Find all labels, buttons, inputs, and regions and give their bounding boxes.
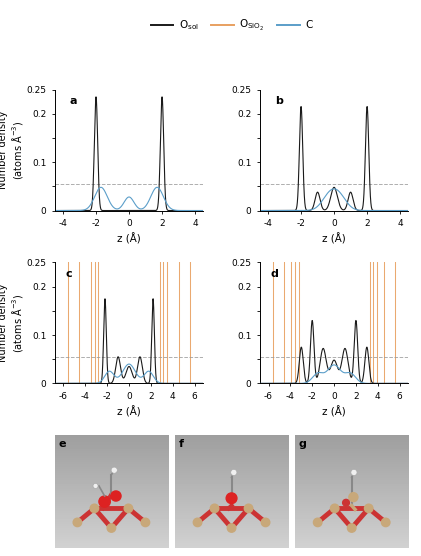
X-axis label: z (Å): z (Å) [322, 234, 346, 245]
Circle shape [381, 518, 390, 527]
Text: g: g [298, 439, 306, 449]
Circle shape [73, 518, 82, 527]
Circle shape [111, 491, 121, 501]
Y-axis label: Number density
(atoms Å$^{-3}$): Number density (atoms Å$^{-3}$) [0, 284, 25, 362]
X-axis label: z (Å): z (Å) [322, 406, 346, 418]
Circle shape [314, 518, 322, 527]
Circle shape [210, 504, 219, 513]
X-axis label: z (Å): z (Å) [117, 406, 141, 418]
Circle shape [227, 524, 236, 532]
Circle shape [330, 504, 339, 513]
Circle shape [226, 493, 237, 504]
Circle shape [347, 524, 356, 532]
Text: a: a [69, 96, 77, 106]
Circle shape [141, 518, 149, 527]
Y-axis label: Number density
(atoms Å$^{-3}$): Number density (atoms Å$^{-3}$) [0, 111, 25, 189]
Legend: O$_\mathregular{sol}$, O$_\mathregular{SiO_2}$, C: O$_\mathregular{sol}$, O$_\mathregular{S… [147, 14, 317, 37]
Text: d: d [270, 269, 278, 279]
Text: c: c [65, 269, 72, 279]
Circle shape [349, 493, 358, 502]
Text: f: f [178, 439, 183, 449]
Circle shape [90, 504, 99, 513]
Circle shape [99, 496, 110, 507]
Circle shape [193, 518, 202, 527]
Circle shape [111, 467, 117, 473]
Circle shape [343, 499, 349, 506]
Circle shape [244, 504, 253, 513]
Circle shape [365, 504, 373, 513]
Circle shape [351, 469, 357, 475]
Circle shape [93, 483, 98, 488]
Text: b: b [274, 96, 282, 106]
Circle shape [231, 469, 237, 475]
Circle shape [124, 504, 133, 513]
X-axis label: z (Å): z (Å) [117, 234, 141, 245]
Text: e: e [58, 439, 66, 449]
Circle shape [261, 518, 270, 527]
Circle shape [107, 524, 116, 532]
